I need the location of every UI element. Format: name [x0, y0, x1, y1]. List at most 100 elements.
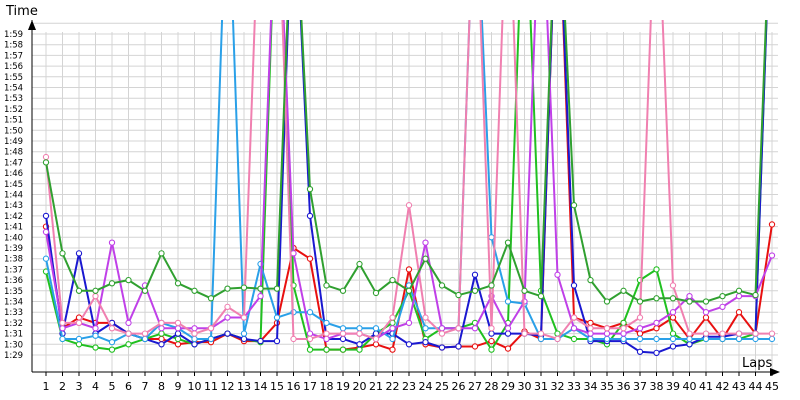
data-point: [59, 325, 66, 332]
data-point: [389, 335, 396, 343]
data-point: [339, 287, 347, 294]
data-point: [702, 335, 710, 343]
data-point: [405, 266, 413, 273]
y-tick-label: 1:48: [4, 148, 23, 158]
y-tick-label: 1:57: [4, 51, 23, 61]
data-point: [587, 276, 594, 284]
data-point: [422, 339, 429, 346]
data-point: [323, 330, 330, 337]
data-point: [504, 330, 512, 337]
x-tick-label: 6: [125, 380, 132, 393]
data-point: [422, 314, 429, 321]
data-point: [603, 335, 611, 343]
y-tick-label: 1:33: [4, 308, 23, 318]
data-point: [669, 330, 677, 337]
data-point: [158, 325, 165, 332]
data-point: [191, 341, 198, 348]
series-6: [42, 20, 776, 343]
x-tick-label: 5: [109, 380, 116, 393]
data-point: [42, 159, 50, 166]
x-tick-label: 21: [369, 380, 383, 393]
data-point: [587, 330, 594, 337]
data-point: [224, 330, 231, 337]
data-point: [405, 287, 413, 294]
x-tick-label: 17: [303, 380, 317, 393]
data-point: [339, 335, 347, 343]
y-tick-label: 1:40: [4, 233, 23, 243]
data-point: [636, 330, 644, 337]
data-point: [240, 335, 248, 343]
data-point: [702, 298, 710, 305]
x-tick-label: 16: [287, 380, 301, 393]
data-point: [405, 319, 413, 327]
data-point: [42, 153, 50, 161]
x-tick-label: 26: [452, 380, 466, 393]
data-point: [504, 298, 512, 305]
data-point: [620, 335, 627, 343]
x-tick-label: 34: [584, 380, 598, 393]
data-point: [207, 335, 215, 343]
y-tick-label: 1:58: [4, 41, 23, 51]
data-point: [686, 330, 693, 337]
data-point: [653, 319, 660, 327]
y-tick-label: 1:50: [4, 126, 23, 136]
data-point: [207, 325, 215, 332]
data-point: [587, 335, 594, 343]
x-tick-label: 4: [92, 380, 99, 393]
data-point: [702, 314, 710, 321]
data-point: [356, 341, 363, 348]
data-point: [191, 335, 198, 343]
data-point: [686, 298, 693, 305]
data-point: [141, 287, 149, 294]
data-point: [224, 285, 231, 292]
data-point: [92, 292, 99, 300]
data-point: [488, 234, 495, 241]
data-point: [636, 298, 644, 305]
x-tick-label: 25: [435, 380, 449, 393]
y-tick-label: 1:49: [4, 137, 23, 147]
data-point: [537, 335, 545, 343]
data-point: [488, 330, 495, 337]
data-point: [92, 332, 99, 339]
x-tick-label: 14: [254, 380, 268, 393]
data-point: [455, 291, 462, 299]
data-point: [125, 276, 132, 284]
data-point: [438, 330, 446, 337]
data-point: [323, 282, 330, 289]
data-point: [240, 330, 248, 337]
data-point: [257, 337, 264, 345]
x-tick-label: 36: [617, 380, 631, 393]
data-point: [702, 309, 710, 316]
data-point: [191, 325, 198, 332]
data-point: [719, 303, 726, 310]
data-point: [504, 345, 512, 352]
data-point: [570, 202, 578, 209]
data-point: [257, 285, 264, 292]
data-point: [207, 295, 215, 302]
data-point: [75, 319, 83, 327]
series-2: [42, 20, 768, 353]
data-point: [240, 314, 248, 321]
data-point: [686, 341, 693, 348]
data-point: [455, 343, 462, 350]
data-point: [653, 335, 660, 343]
data-point: [521, 287, 528, 294]
data-point: [306, 330, 314, 337]
data-point: [356, 330, 363, 337]
data-point: [570, 282, 578, 289]
x-tick-label: 38: [650, 380, 664, 393]
data-point: [471, 271, 479, 278]
x-tick-label: 13: [237, 380, 251, 393]
data-point: [224, 303, 231, 310]
data-point: [570, 314, 578, 321]
data-point: [158, 319, 165, 327]
x-tick-label: 9: [175, 380, 182, 393]
data-point: [174, 325, 182, 332]
y-tick-label: 1:37: [4, 265, 23, 275]
y-tick-label: 1:55: [4, 73, 23, 83]
data-point: [273, 314, 281, 321]
data-point: [372, 325, 380, 332]
data-point: [141, 335, 149, 343]
data-point: [125, 319, 132, 327]
data-point: [735, 335, 743, 343]
